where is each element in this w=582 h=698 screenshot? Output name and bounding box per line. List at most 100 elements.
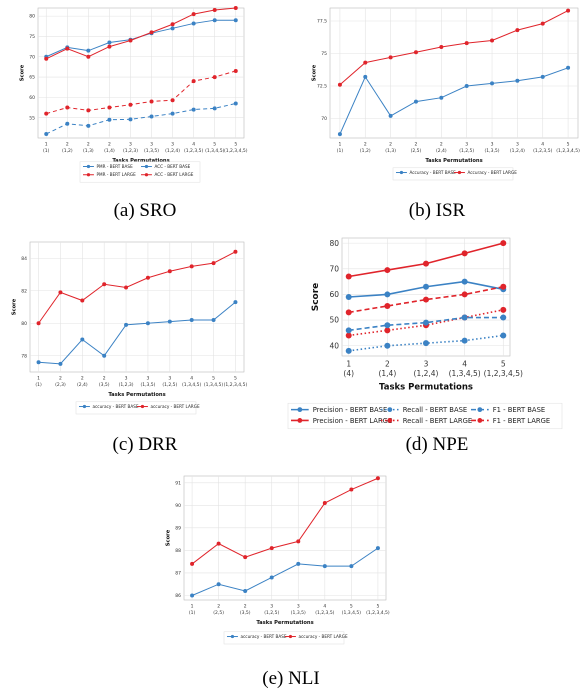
x-tick-label: 3 <box>168 376 171 382</box>
data-point <box>145 275 150 280</box>
x-tick-label: (1,2,4) <box>414 369 439 378</box>
chart-nli: 8687888990911(1)2(2,5)2(3,5)3(1,2,5)3(1,… <box>166 475 390 645</box>
y-tick-label: 86 <box>175 593 181 599</box>
x-tick-label: (3,5) <box>99 382 110 388</box>
x-tick-label: (1,2) <box>62 148 73 154</box>
data-point <box>500 332 507 339</box>
data-point <box>345 273 352 280</box>
x-tick-label: 2 <box>364 142 367 148</box>
data-point <box>464 84 469 88</box>
data-point <box>540 74 545 79</box>
x-tick-label: (1,3,5) <box>140 382 155 388</box>
data-point <box>212 106 217 111</box>
data-point <box>439 45 444 49</box>
data-point <box>490 81 495 86</box>
x-tick-label: (1) <box>35 382 42 388</box>
chart-isr: 7072.57577.51(1)2(1,2)2(1,3)2(2,5)2(2,4)… <box>312 7 580 181</box>
data-point <box>212 8 217 13</box>
x-tick-label: 2 <box>389 142 392 148</box>
y-tick-label: 80 <box>29 14 35 20</box>
x-tick-label: 5 <box>567 142 570 148</box>
x-tick-label: (1,2) <box>360 148 371 154</box>
legend-label: ACC - BERT LARGE <box>154 172 193 177</box>
x-tick-label: 4 <box>462 360 467 369</box>
legend-swatch-marker <box>297 418 303 423</box>
data-point <box>500 306 507 313</box>
legend-label: PMR - BERT BASE <box>96 164 133 169</box>
legend <box>287 402 563 430</box>
data-point <box>566 8 571 13</box>
x-axis-label: Tasks Permutations <box>379 383 473 393</box>
legend-label: Precision - BERT LARGE <box>313 417 392 425</box>
x-tick-label: (1,2,4) <box>510 148 525 154</box>
data-point <box>145 321 150 326</box>
data-point <box>384 327 391 334</box>
chart-sro: 5560657075801(1)2(1,2)2(1,3)2(1,4)3(1,2,… <box>20 6 248 183</box>
y-tick-label: 70 <box>321 116 327 122</box>
data-point <box>167 319 172 324</box>
x-tick-label: (4) <box>343 369 354 378</box>
x-tick-label: (1,2,3,4,5) <box>484 369 523 378</box>
data-point <box>384 342 391 349</box>
legend <box>79 161 201 183</box>
data-point <box>345 332 352 339</box>
data-point <box>423 340 429 347</box>
series-line <box>46 102 236 135</box>
data-point <box>86 48 91 53</box>
x-tick-label: (2,5) <box>213 610 224 616</box>
x-tick-label: 2 <box>87 142 90 148</box>
x-tick-label: (2,4) <box>77 382 88 388</box>
data-point <box>384 267 391 274</box>
chart-panel-nli: 86 87 88 89 90 91 1 (1) 2 (2,5) 2 (3,5) 3 (1,2,5) 3 (1,… <box>146 468 436 698</box>
data-point <box>423 319 429 326</box>
y-tick-label: 88 <box>175 548 181 554</box>
chart-drr: 788082841(1)2(2,3)2(2,4)2(3,5)3(1,2,3)3(… <box>12 241 247 415</box>
caption-sro: (a) SRO <box>113 200 177 221</box>
caption-drr: (c) DRR <box>112 434 178 455</box>
data-point <box>345 294 352 300</box>
x-tick-label: 5 <box>234 376 237 382</box>
x-tick-label: (1,2,3) <box>123 148 138 154</box>
data-point <box>349 487 354 492</box>
data-point <box>388 55 393 60</box>
data-point <box>128 38 133 43</box>
data-point <box>86 54 91 59</box>
series-line <box>348 334 504 352</box>
data-point <box>211 318 216 322</box>
x-tick-label: (1,3,5) <box>144 148 159 154</box>
legend-swatch-marker <box>477 418 483 423</box>
x-tick-label: (1,2,3,5) <box>533 148 552 154</box>
data-point <box>212 75 217 80</box>
y-tick-label: 91 <box>175 480 181 486</box>
data-point <box>296 561 301 566</box>
data-point <box>269 546 274 551</box>
x-tick-label: 5 <box>350 604 353 610</box>
y-tick-label: 70 <box>29 54 35 60</box>
data-point <box>211 261 216 266</box>
data-point <box>44 56 49 61</box>
legend-swatch-marker <box>288 634 293 639</box>
x-tick-label: 3 <box>125 376 128 382</box>
series-line <box>191 477 379 565</box>
data-point <box>423 260 429 267</box>
data-point <box>540 21 545 26</box>
data-point <box>191 107 196 112</box>
x-tick-label: 1 <box>37 376 40 382</box>
x-tick-label: (1,3,4,5) <box>449 369 481 378</box>
series-line <box>348 285 504 314</box>
data-point <box>500 240 507 247</box>
y-tick-label: 72.5 <box>317 84 327 90</box>
legend-label: Accuracy - BERT BASE <box>409 170 456 175</box>
data-point <box>149 99 154 104</box>
y-axis-label: Score <box>20 64 26 81</box>
x-tick-label: 2 <box>81 376 84 382</box>
data-point <box>170 22 175 27</box>
data-point <box>384 291 391 298</box>
x-tick-label: (1,2,3,4,5) <box>556 148 580 154</box>
legend-label: accuracy - BERT LARGE <box>150 404 200 409</box>
data-point <box>461 278 468 285</box>
x-tick-label: 2 <box>440 142 443 148</box>
x-tick-label: 3 <box>491 142 494 148</box>
data-point <box>515 78 520 83</box>
y-axis-label: Score <box>166 529 172 546</box>
